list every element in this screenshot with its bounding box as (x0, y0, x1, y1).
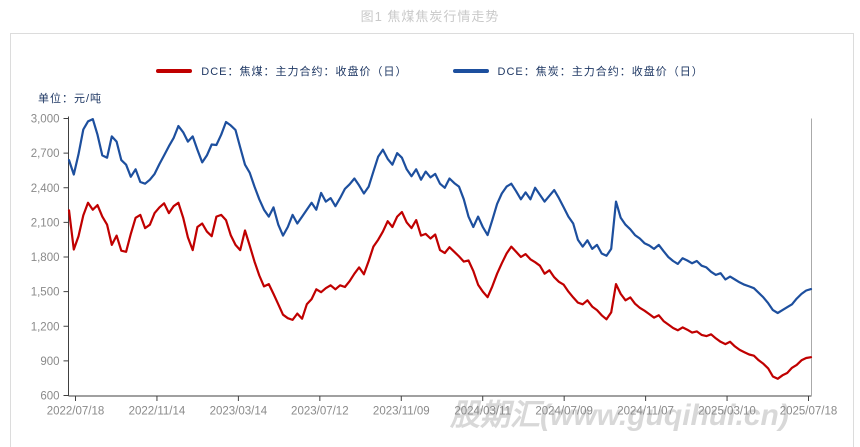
y-tick-label: 600 (40, 391, 59, 403)
y-tick-label: 3,000 (31, 114, 60, 126)
y-tick-label: 2,700 (31, 148, 60, 160)
legend-swatch-blue-line (452, 69, 489, 73)
chart-panel (10, 33, 854, 447)
legend-label-coke: DCE：焦炭：主力合约：收盘价（日） (497, 66, 704, 78)
legend-item-coke: DCE：焦炭：主力合约：收盘价（日） (452, 63, 704, 79)
x-tick-label: 2023/11/09 (373, 406, 430, 418)
legend-item-coking-coal: DCE：焦煤：主力合约：收盘价（日） (156, 63, 407, 79)
y-tick-label: 900 (40, 356, 59, 368)
legend-label-coking-coal: DCE：焦煤：主力合约：收盘价（日） (201, 66, 408, 78)
x-tick-label: 2022/07/18 (47, 406, 105, 418)
x-tick-label: 2022/11/14 (129, 406, 186, 418)
x-tick-label: 2024/03/11 (454, 406, 511, 418)
x-tick-label: 2024/07/09 (535, 406, 593, 418)
x-tick-label: 2025/07/18 (780, 406, 838, 418)
page-title: 图1 焦煤焦炭行情走势 (360, 9, 500, 24)
x-tick-label: 2023/03/14 (210, 406, 268, 418)
y-tick-label: 1,200 (31, 321, 60, 333)
series-line-coking-coal (67, 201, 813, 380)
legend: DCE：焦煤：主力合约：收盘价（日） DCE：焦炭：主力合约：收盘价（日） (0, 63, 860, 79)
y-tick-label: 2,400 (31, 183, 60, 195)
watermark: 股期汇(www.guqihui.cn) (450, 399, 789, 432)
x-tick-label: 2025/03/10 (698, 406, 756, 418)
unit-label: 单位：元/吨 (38, 93, 103, 105)
y-tick-label: 1,500 (31, 287, 60, 299)
x-tick-label: 2024/11/07 (617, 406, 674, 418)
y-tick-label: 1,800 (31, 252, 60, 264)
y-tick-label: 2,100 (31, 217, 60, 229)
x-tick-label: 2023/07/12 (291, 406, 349, 418)
series-line-coke (67, 117, 813, 315)
legend-swatch-red-line (156, 69, 193, 73)
